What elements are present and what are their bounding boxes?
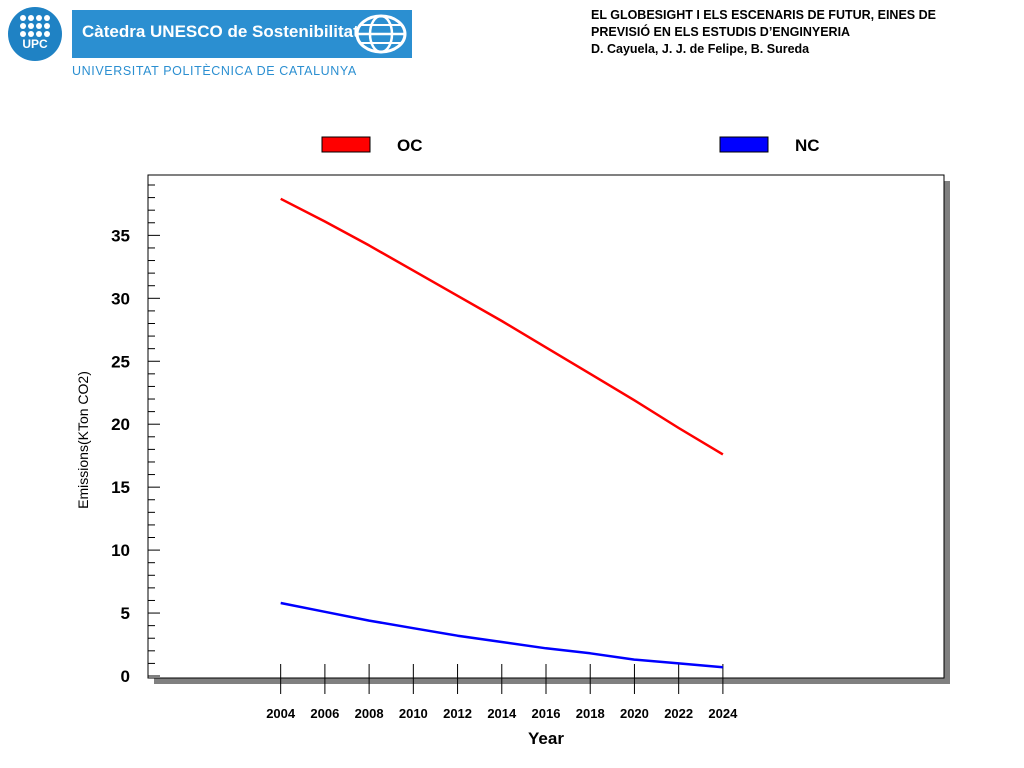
y-tick-label: 35 (111, 226, 130, 245)
x-tick-label: 2004 (266, 706, 296, 721)
slide-title-line-1: EL GLOBESIGHT I ELS ESCENARIS DE FUTUR, … (591, 8, 936, 22)
series-line-nc (280, 601, 724, 669)
x-tick-label: 2006 (310, 706, 339, 721)
slide-authors: D. Cayuela, J. J. de Felipe, B. Sureda (591, 42, 810, 56)
legend-label-nc: NC (795, 136, 820, 155)
legend-swatch-oc (321, 136, 371, 153)
legend-swatch-nc (719, 136, 769, 153)
y-tick-label: 20 (111, 415, 130, 434)
upc-logo-text: UPC (22, 37, 48, 51)
x-tick-label: 2010 (399, 706, 428, 721)
legend: OC NC (321, 136, 820, 155)
globe-icon (355, 14, 407, 54)
x-tick-label: 2016 (532, 706, 561, 721)
y-tick-label: 10 (111, 541, 130, 560)
x-tick-label: 2020 (620, 706, 649, 721)
y-axis-label: Emissions(KTon CO2) (75, 371, 91, 509)
y-tick-label: 15 (111, 478, 130, 497)
catedra-banner: Càtedra UNESCO de Sostenibilitat (72, 10, 412, 58)
y-tick-label: 5 (121, 604, 130, 623)
slide-title: EL GLOBESIGHT I ELS ESCENARIS DE FUTUR, … (591, 7, 1011, 58)
slide-header: UPC Càtedra UNESCO de Sostenibilitat UNI… (0, 0, 1024, 90)
y-tick-label: 25 (111, 352, 130, 371)
slide-title-line-2: PREVISIÓ EN ELS ESTUDIS D’ENGINYERIA (591, 25, 851, 39)
y-tick-label: 30 (111, 289, 130, 308)
legend-label-oc: OC (397, 136, 423, 155)
x-tick-label: 2014 (487, 706, 517, 721)
x-axis-label: Year (528, 729, 564, 748)
series-lines (280, 197, 724, 669)
x-tick-label: 2008 (355, 706, 384, 721)
university-name: UNIVERSITAT POLITÈCNICA DE CATALUNYA (72, 64, 357, 78)
upc-logo-dots (20, 15, 50, 37)
x-tick-label: 2022 (664, 706, 693, 721)
series-line-oc (280, 197, 724, 456)
x-tick-label: 2024 (708, 706, 738, 721)
catedra-title: Càtedra UNESCO de Sostenibilitat (82, 22, 359, 41)
y-tick-label: 0 (121, 667, 130, 686)
upc-logo: UPC (8, 7, 62, 61)
axis-ticks: 0 5 10 15 20 25 30 35 2004 2006 2008 2010 2012 2014 20… (111, 184, 738, 721)
x-tick-label: 2018 (576, 706, 605, 721)
x-tick-label: 2012 (443, 706, 472, 721)
plot-frame (147, 174, 945, 679)
